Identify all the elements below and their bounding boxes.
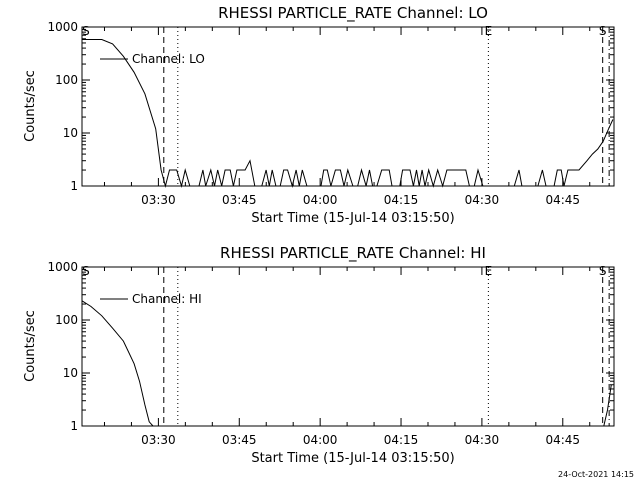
chart-1-event-marker-label: E [485, 24, 493, 38]
chart-2-x-tick-label: 03:30 [141, 433, 176, 447]
chart-2-event-marker-label: S [599, 264, 607, 278]
chart-1-x-tick-label: 04:45 [545, 193, 580, 207]
chart-1-series-line [82, 39, 614, 188]
chart-2-x-tick-label: 03:45 [222, 433, 257, 447]
chart-2-y-tick-label: 1000 [47, 260, 78, 274]
chart-1-x-tick-label: 04:30 [465, 193, 500, 207]
chart-2-title: RHESSI PARTICLE_RATE Channel: HI [220, 244, 486, 263]
chart-2-x-tick-label: 04:00 [303, 433, 338, 447]
chart-2-x-axis-label: Start Time (15-Jul-14 03:15:50) [251, 451, 454, 466]
chart-1-legend-label: Channel: LO [132, 52, 205, 66]
chart-2-x-tick-label: 04:15 [384, 433, 419, 447]
chart-1-y-tick-label: 100 [55, 73, 78, 87]
chart-1-x-tick-label: 04:15 [384, 193, 419, 207]
chart-1-x-tick-label: 03:45 [222, 193, 257, 207]
chart-1-y-tick-label: 10 [63, 126, 78, 140]
chart-1-event-marker-label: S [599, 24, 607, 38]
chart-2-series-line [81, 300, 154, 427]
chart-2-series-line-rise [603, 384, 612, 427]
chart-2-y-tick-label: 100 [55, 313, 78, 327]
chart-2-y-axis-label: Counts/sec [23, 310, 38, 382]
chart-1-plot-frame [81, 26, 615, 187]
chart-1-title: RHESSI PARTICLE_RATE Channel: LO [218, 4, 488, 23]
chart-1-x-tick-label: 03:30 [141, 193, 176, 207]
chart-2-x-tick-label: 04:30 [465, 433, 500, 447]
chart-2-y-tick-label: 10 [63, 366, 78, 380]
chart-2-plot-frame [81, 266, 615, 427]
chart-2-legend-label: Channel: HI [132, 292, 202, 306]
chart-2-event-marker-label: E [485, 264, 493, 278]
chart-2-event-marker-label: S [82, 264, 90, 278]
chart-2-x-tick-label: 04:45 [545, 433, 580, 447]
chart-1-y-tick-label: 1000 [47, 20, 78, 34]
chart-1-x-axis-label: Start Time (15-Jul-14 03:15:50) [251, 211, 454, 226]
chart-1-event-marker-label: S [82, 24, 90, 38]
footer-timestamp: 24-Oct-2021 14:15 [558, 470, 634, 479]
chart-1-x-tick-label: 04:00 [303, 193, 338, 207]
chart-2-y-tick-label: 1 [70, 419, 78, 433]
chart-1-y-axis-label: Counts/sec [23, 70, 38, 142]
chart-1-y-tick-label: 1 [70, 179, 78, 193]
